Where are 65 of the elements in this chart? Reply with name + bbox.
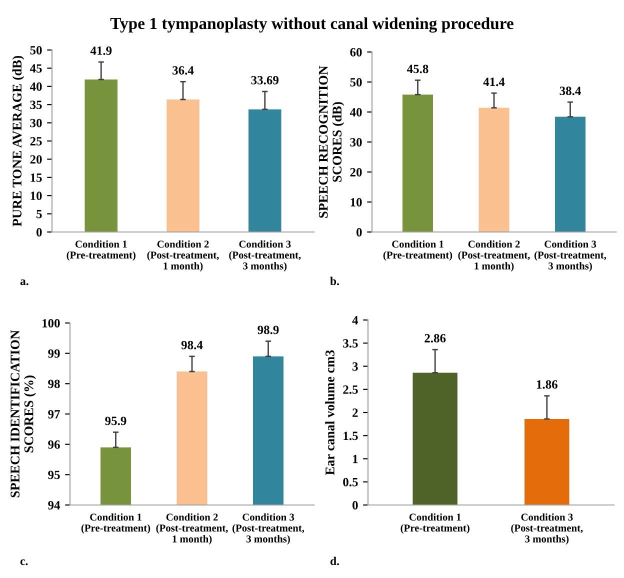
y-tick-label: 40 — [30, 82, 42, 91]
data-label: 45.8 — [406, 64, 428, 74]
x-tick-label: Condition 3 (Post-treatment, 3 months) — [229, 240, 301, 272]
y-tick-label: 2.5 — [343, 385, 358, 394]
x-tick-label: Condition 1 (Pre-treatment) — [400, 513, 470, 534]
data-label: 95.9 — [105, 416, 126, 426]
x-tick-label: Condition 1 (Pre-treatment) — [383, 240, 452, 261]
x-tick-label: Condition 2 (Post-treatment, 1 month) — [156, 513, 228, 545]
y-tick-label: 20 — [350, 168, 362, 176]
y-tick-label: 30 — [350, 138, 362, 146]
y-tick-label: 96 — [48, 440, 60, 449]
x-tick-label: Condition 1 (Pre-treatment) — [81, 513, 150, 534]
x-tick-label: Condition 3 (Post-treatment, 3 months) — [534, 240, 606, 272]
y-tick-label: 5 — [36, 210, 42, 218]
data-label: 38.4 — [560, 86, 581, 96]
y-tick-label: 25 — [30, 137, 42, 146]
y-tick-label: 50 — [350, 78, 362, 86]
y-tick-label: 40 — [350, 108, 362, 116]
y-axis-title: PURE TONE AVERAGE (dB) — [12, 56, 24, 226]
data-label: 33.69 — [251, 76, 278, 84]
data-label: 41.9 — [90, 46, 112, 55]
data-label: 41.4 — [483, 78, 505, 86]
y-tick-label: 99 — [48, 349, 60, 358]
x-tick-label: Condition 3 (Post-treatment, 3 months) — [232, 513, 304, 545]
y-axis-title: Ear canal volume cm3 — [325, 350, 334, 476]
data-label: 1.86 — [536, 380, 558, 389]
y-tick-label: 60 — [350, 48, 362, 56]
y-tick-label: 4 — [352, 316, 358, 324]
chart-title: Type 1 tympanoplasty without canal widening procedure — [110, 17, 514, 33]
y-tick-label: 45 — [30, 64, 42, 73]
y-tick-label: 10 — [350, 198, 362, 206]
y-tick-label: 1 — [353, 454, 358, 464]
y-tick-label: 97 — [48, 410, 60, 418]
y-tick-label: 15 — [30, 173, 42, 182]
data-label: 98.9 — [258, 326, 279, 334]
y-axis-title: SPEECH IDENTIFICATION SCORES (%) — [10, 330, 36, 498]
y-tick-label: 50 — [30, 46, 42, 54]
y-tick-label: 1.5 — [344, 432, 358, 440]
text: c. — [20, 559, 28, 566]
y-tick-label: 0 — [356, 228, 362, 236]
text: a. — [20, 279, 28, 286]
y-tick-label: 94 — [48, 501, 60, 510]
y-tick-label: 30 — [30, 118, 42, 128]
y-tick-label: 98 — [48, 380, 60, 388]
y-tick-label: 0.5 — [343, 478, 358, 486]
y-tick-label: 2 — [352, 408, 358, 417]
text: b. — [330, 276, 339, 286]
data-label: 36.4 — [172, 66, 194, 75]
y-tick-label: 3.5 — [343, 339, 358, 348]
y-tick-label: 0 — [352, 501, 358, 510]
y-tick-label: 10 — [30, 192, 42, 200]
data-label: 2.86 — [424, 334, 446, 342]
x-tick-label: Condition 2 (Post-treatment, 1 month) — [147, 240, 219, 272]
text: d. — [330, 556, 339, 566]
y-tick-label: 3 — [352, 362, 358, 371]
y-tick-label: 20 — [30, 155, 42, 164]
x-tick-label: Condition 1 (Pre-treatment) — [66, 240, 136, 261]
x-tick-label: Condition 2 (Post-treatment, 1 month) — [458, 240, 530, 272]
y-tick-label: 95 — [48, 470, 60, 480]
y-tick-label: 100 — [42, 319, 60, 328]
y-tick-label: 35 — [30, 100, 42, 110]
y-axis-title: SPEECH RECOGNITION SCORES (dB) — [318, 66, 344, 218]
data-label: 98.4 — [181, 340, 203, 350]
x-tick-label: Condition 3 (Post-treatment, 3 months) — [511, 513, 583, 545]
y-tick-label: 0 — [36, 228, 42, 236]
